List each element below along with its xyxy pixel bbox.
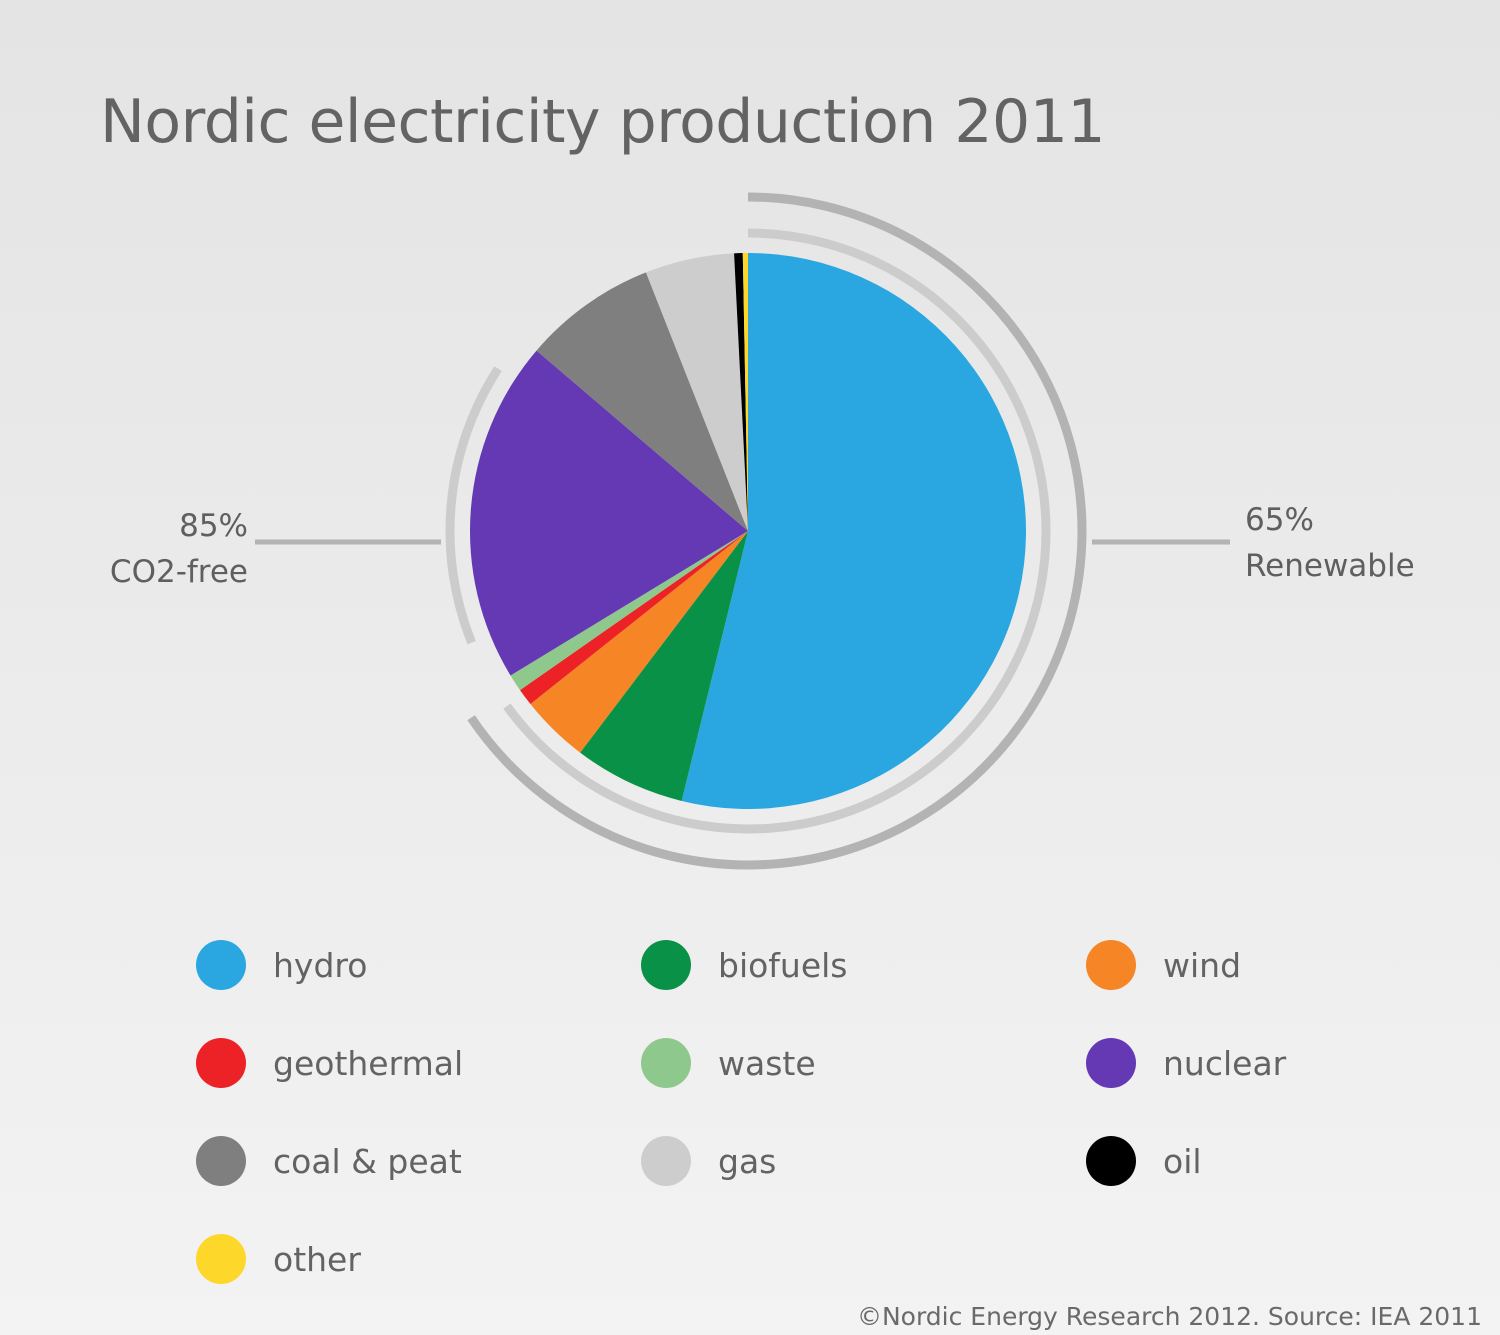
legend-label: nuclear (1163, 1043, 1287, 1083)
legend-swatch (1086, 1136, 1136, 1186)
legend-label: biofuels (718, 945, 848, 985)
pie-slice-oil (734, 253, 748, 532)
legend-item-other: other (196, 1234, 641, 1284)
co2-free-label: CO2-free (109, 554, 248, 590)
legend-item-wind: wind (1086, 940, 1376, 990)
legend-item-waste: waste (641, 1038, 1086, 1088)
legend-swatch (641, 1136, 691, 1186)
legend-swatch (196, 1136, 246, 1186)
renewable-label: Renewable (1245, 548, 1415, 584)
legend-label: oil (1163, 1141, 1202, 1181)
pie-chart (255, 192, 1230, 870)
legend-label: wind (1163, 945, 1242, 985)
co2-free-value: 85% (179, 508, 248, 544)
legend-item-gas: gas (641, 1136, 1086, 1186)
legend-item-coal-peat: coal & peat (196, 1136, 641, 1186)
legend: hydro biofuels wind geothermal waste nuc… (196, 940, 1376, 1284)
chart-title: Nordic electricity production 2011 (100, 87, 1106, 157)
co2-free-annotation: 85% CO2-free (110, 503, 248, 595)
pie-slice-biofuels (580, 531, 748, 801)
legend-swatch (196, 1038, 246, 1088)
renewable-inner-arc (503, 228, 1051, 834)
legend-swatch (196, 940, 246, 990)
bracket-arcs (255, 192, 1230, 870)
renewable-value: 65% (1245, 502, 1314, 538)
pie-slice-other (742, 253, 748, 531)
legend-swatch (641, 940, 691, 990)
legend-label: waste (718, 1043, 816, 1083)
pie-slice-hydro (681, 252, 1027, 809)
legend-label: other (273, 1239, 361, 1279)
co2-free-arc (445, 366, 502, 645)
pie-slice-coal-peat (536, 272, 748, 531)
legend-label: coal & peat (273, 1141, 462, 1181)
legend-swatch (1086, 940, 1136, 990)
legend-swatch (196, 1234, 246, 1284)
legend-swatch (1086, 1038, 1136, 1088)
legend-label: hydro (273, 945, 368, 985)
legend-label: geothermal (273, 1043, 464, 1083)
pie-slices (470, 252, 1027, 809)
pie-slice-nuclear (470, 350, 748, 676)
legend-swatch (641, 1038, 691, 1088)
legend-item-oil: oil (1086, 1136, 1376, 1186)
legend-item-biofuels: biofuels (641, 940, 1086, 990)
pie-slice-gas (645, 253, 748, 531)
legend-item-nuclear: nuclear (1086, 1038, 1376, 1088)
legend-label: gas (718, 1141, 777, 1181)
pie-slice-geothermal (520, 531, 748, 705)
source-credit: ©Nordic Energy Research 2012. Source: IE… (856, 1302, 1482, 1331)
legend-item-hydro: hydro (196, 940, 641, 990)
renewable-annotation: 65% Renewable (1245, 497, 1415, 589)
renewable-outer-arc (467, 192, 1087, 870)
legend-item-geothermal: geothermal (196, 1038, 641, 1088)
pie-slice-wind (530, 531, 748, 753)
pie-slice-waste (510, 531, 748, 691)
